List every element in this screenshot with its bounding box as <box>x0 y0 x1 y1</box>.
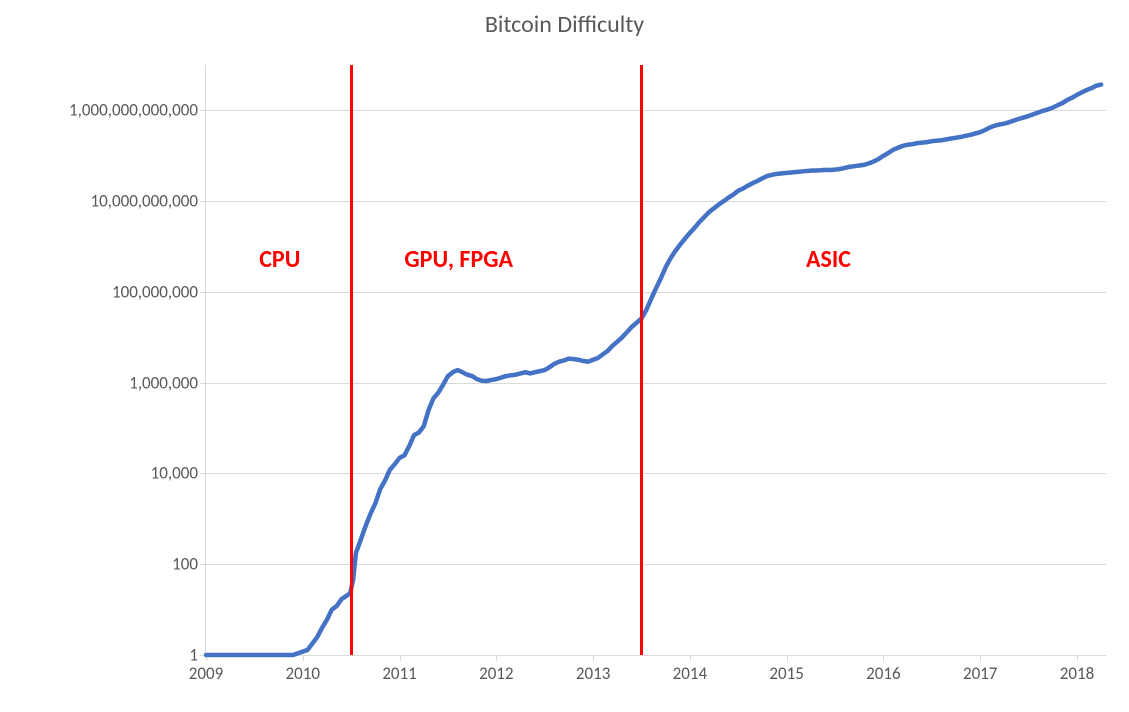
y-tick-label: 10,000,000,000 <box>90 191 206 212</box>
y-tick-label: 100 <box>172 554 206 575</box>
difficulty-line <box>206 85 1101 655</box>
series-svg <box>206 65 1106 655</box>
x-tick-label: 2014 <box>673 655 707 684</box>
y-tick-label: 1,000,000,000,000 <box>69 100 206 121</box>
x-tick-label: 2009 <box>189 655 223 684</box>
x-tick-label: 2017 <box>963 655 997 684</box>
chart-title: Bitcoin Difficulty <box>0 10 1129 39</box>
era-divider <box>350 65 353 655</box>
era-label: CPU <box>259 245 300 274</box>
x-tick-label: 2010 <box>286 655 320 684</box>
y-tick-label: 10,000 <box>151 463 206 484</box>
y-tick-label: 1,000,000 <box>129 372 206 393</box>
x-tick-label: 2015 <box>769 655 803 684</box>
x-tick-label: 2018 <box>1060 655 1094 684</box>
x-tick-label: 2013 <box>576 655 610 684</box>
x-tick-label: 2012 <box>479 655 513 684</box>
era-label: ASIC <box>806 245 851 274</box>
x-tick-label: 2016 <box>866 655 900 684</box>
x-tick-label: 2011 <box>382 655 416 684</box>
era-divider <box>640 65 643 655</box>
chart-container: Bitcoin Difficulty 110010,0001,000,00010… <box>0 0 1129 712</box>
era-label: GPU, FPGA <box>404 245 513 274</box>
plot-area: 110010,0001,000,000100,000,00010,000,000… <box>205 65 1106 656</box>
y-tick-label: 100,000,000 <box>112 281 206 302</box>
